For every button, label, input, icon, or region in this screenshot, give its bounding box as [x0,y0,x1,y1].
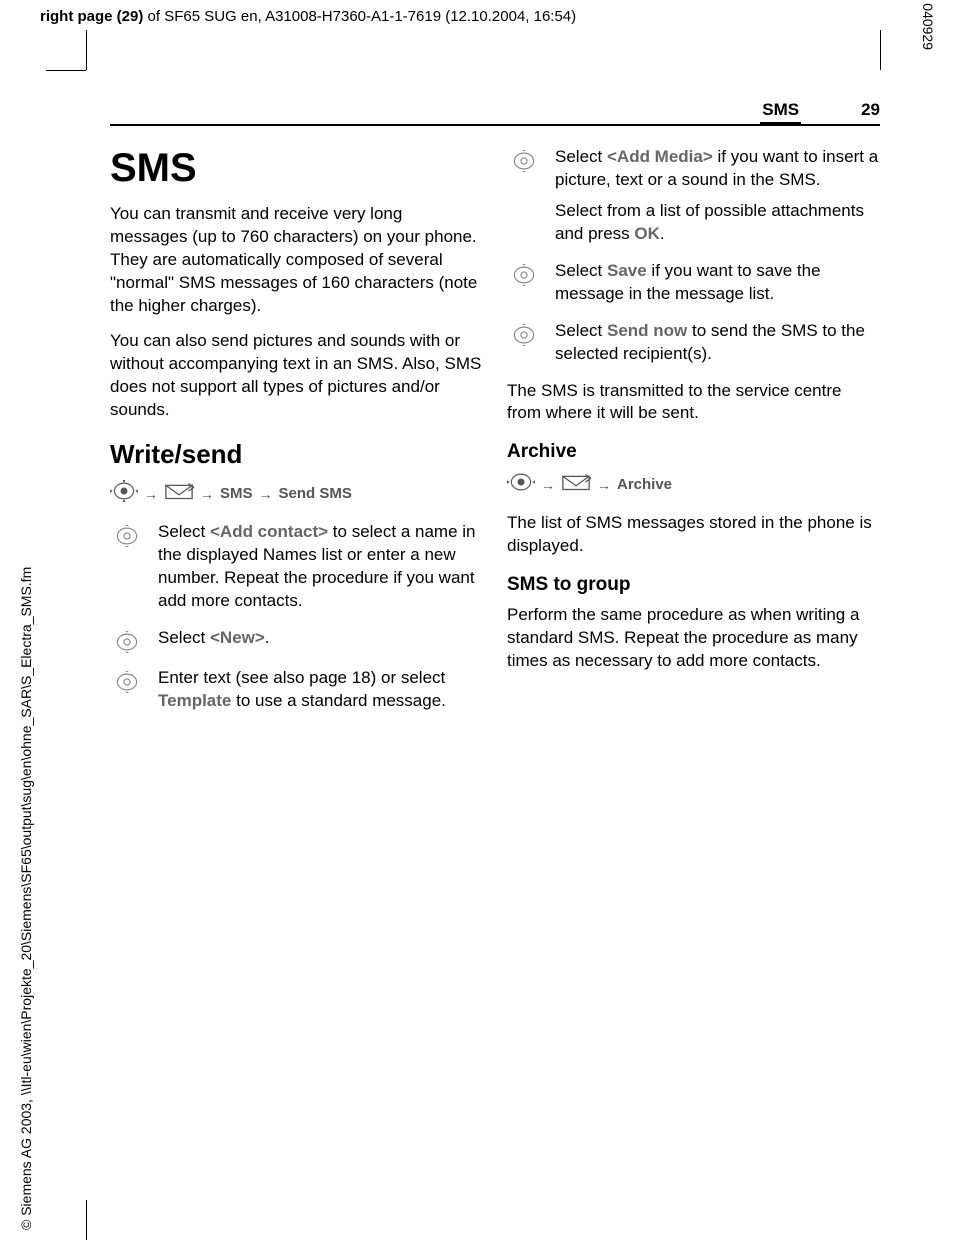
step-send-now: Select Send now to send the SMS to the s… [507,320,880,366]
intro-para-1: You can transmit and receive very long m… [110,203,483,318]
nav-sms: SMS [220,485,253,502]
ui-save: Save [607,261,647,280]
nav-ring-icon [507,146,541,172]
nav-ring-icon [507,320,541,346]
transmit-para: The SMS is transmitted to the service ce… [507,380,880,426]
archive-para: The list of SMS messages stored in the p… [507,512,880,558]
crop-mark [86,30,87,70]
crop-mark [880,30,881,70]
page-content: SMS 29 SMS You can transmit and receive … [110,100,880,727]
print-header: right page (29) of SF65 SUG en, A31008-H… [40,8,576,25]
header-page-number: 29 [861,100,880,120]
step-save: Select Save if you want to save the mess… [507,260,880,306]
arrow-icon: → [597,477,611,493]
ui-ok: OK [634,224,660,243]
nav-ring-icon [110,667,144,693]
arrow-icon: → [144,486,158,502]
ui-template: Template [158,691,231,710]
nav-ring-icon [110,521,144,547]
nav-send-sms: Send SMS [279,485,352,502]
archive-heading: Archive [507,441,880,463]
header-section: SMS [760,100,801,126]
step-add-contact: Select <Add contact> to select a name in… [110,521,483,613]
nav-center-icon [110,480,138,507]
arrow-icon: → [541,477,555,493]
side-text-left: © Siemens AG 2003, \\Itl-eu\wien\Projekt… [18,567,34,1230]
step-enter-text: Enter text (see also page 18) or select … [110,667,483,713]
envelope-icon [164,481,194,506]
page-title: SMS [110,146,483,191]
nav-ring-icon [110,627,144,653]
ui-add-contact: <Add contact> [210,522,328,541]
nav-ring-icon [507,260,541,286]
crop-mark [86,1200,87,1240]
step-new: Select <New>. [110,627,483,653]
right-column: Select <Add Media> if you want to insert… [507,146,880,727]
print-header-rest: of SF65 SUG en, A31008-H7360-A1-1-7619 (… [143,8,576,25]
side-text-right: VAR Language: en; VAR issue date: 040929 [920,0,936,50]
left-column: SMS You can transmit and receive very lo… [110,146,483,727]
ui-send-now: Send now [607,321,687,340]
ui-add-media: <Add Media> [607,147,713,166]
envelope-icon [561,472,591,497]
nav-archive: Archive [617,476,672,493]
nav-path-write-send: → → SMS → Send SMS [110,480,483,507]
arrow-icon: → [259,486,273,502]
arrow-icon: → [200,486,214,502]
intro-para-2: You can also send pictures and sounds wi… [110,330,483,422]
sms-to-group-heading: SMS to group [507,574,880,596]
write-send-heading: Write/send [110,439,483,470]
step-add-media: Select <Add Media> if you want to insert… [507,146,880,246]
sms-to-group-para: Perform the same procedure as when writi… [507,604,880,673]
nav-center-icon [507,471,535,498]
print-header-bold: right page (29) [40,8,143,25]
page-running-header: SMS 29 [110,100,880,126]
nav-path-archive: → → Archive [507,471,880,498]
ui-new: <New> [210,628,265,647]
